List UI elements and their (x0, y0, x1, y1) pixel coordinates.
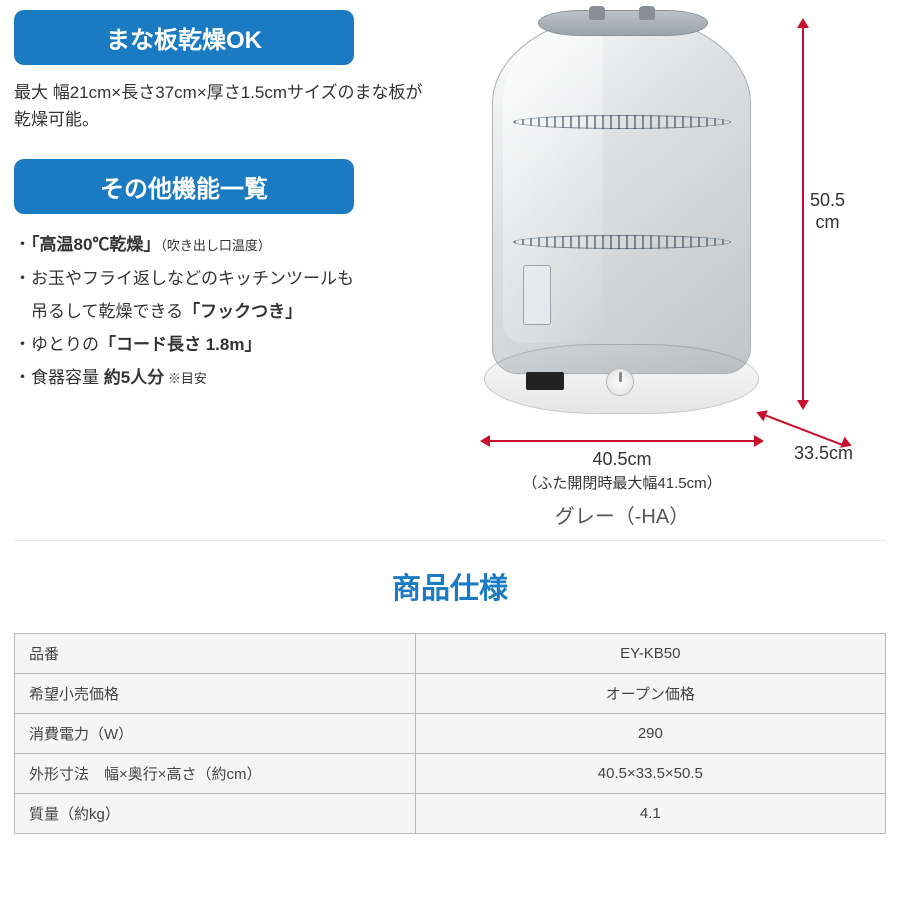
f4-pre: ・食器容量 (14, 368, 104, 387)
f1-bold: 「高温80℃乾燥」 (31, 235, 160, 254)
feature-2-line2: 吊るして乾燥できる「フックつき」 (14, 295, 434, 328)
product-illustration (484, 14, 759, 414)
height-arrow-top-icon (797, 18, 809, 28)
f4-bold: 約5人分 (104, 368, 164, 387)
product-diagram: 50.5 cm 40.5cm （ふた開閉時最大幅41.5cm） 33.5cm グ… (444, 10, 874, 510)
feature-list: ・「高温80℃乾燥」（吹き出し口温度） ・お玉やフライ返しなどのキッチンツールも… (14, 228, 434, 394)
rack-lower (513, 235, 731, 249)
width-line (484, 440, 760, 442)
banner-cutting-board: まな板乾燥OK (14, 10, 354, 65)
table-row: 外形寸法 幅×奥行×高さ（約cm） 40.5×33.5×50.5 (15, 754, 886, 794)
table-row: 希望小売価格 オープン価格 (15, 674, 886, 714)
spec-label: 消費電力（W） (15, 714, 416, 754)
height-value: 50.5 (810, 190, 845, 210)
spec-value: EY-KB50 (415, 634, 885, 674)
product-dome (492, 14, 751, 374)
rack-upper (513, 115, 731, 129)
width-note: （ふた開閉時最大幅41.5cm） (522, 475, 721, 492)
spec-label: 品番 (15, 634, 416, 674)
spec-value: 4.1 (415, 794, 885, 834)
cutting-board-desc: 最大 幅21cm×長さ37cm×厚さ1.5cmサイズのまな板が乾燥可能。 (14, 79, 434, 133)
utensil-cup (523, 265, 551, 325)
lid-knob-right (639, 6, 655, 20)
lid-knob-left (589, 6, 605, 20)
table-row: 消費電力（W） 290 (15, 714, 886, 754)
f3-bold: 「コード長さ 1.8m」 (99, 335, 261, 354)
lid-top (538, 10, 708, 36)
depth-label: 33.5cm (794, 443, 853, 464)
width-label: 40.5cm （ふた開閉時最大幅41.5cm） (484, 448, 760, 495)
banner-other-features: その他機能一覧 (14, 159, 354, 214)
spec-value: 40.5×33.5×50.5 (415, 754, 885, 794)
f2-l2-bold: 「フックつき」 (183, 302, 302, 321)
feature-4: ・食器容量 約5人分 ※目安 (14, 361, 434, 394)
spec-label: 外形寸法 幅×奥行×高さ（約cm） (15, 754, 416, 794)
spec-title: 商品仕様 (0, 565, 900, 607)
color-name: グレー（-HA） (484, 500, 760, 529)
spec-label: 希望小売価格 (15, 674, 416, 714)
table-row: 品番 EY-KB50 (15, 634, 886, 674)
feature-2-line1: ・お玉やフライ返しなどのキッチンツールも (14, 262, 434, 295)
top-section: まな板乾燥OK 最大 幅21cm×長さ37cm×厚さ1.5cmサイズのまな板が乾… (0, 0, 900, 510)
feature-3: ・ゆとりの「コード長さ 1.8m」 (14, 328, 434, 361)
height-arrow-bottom-icon (797, 400, 809, 410)
section-divider (14, 540, 886, 541)
spec-value: 290 (415, 714, 885, 754)
f1-pre: ・ (14, 235, 31, 254)
control-dial (606, 368, 634, 396)
feature-1: ・「高温80℃乾燥」（吹き出し口温度） (14, 228, 434, 261)
width-arrow-left-icon (480, 435, 490, 447)
depth-line (762, 413, 843, 445)
height-line (802, 22, 804, 406)
right-column: 50.5 cm 40.5cm （ふた開閉時最大幅41.5cm） 33.5cm グ… (444, 10, 886, 510)
height-unit: cm (816, 212, 840, 232)
spec-label: 質量（約kg） (15, 794, 416, 834)
f3-pre: ・ゆとりの (14, 335, 99, 354)
f4-small: ※目安 (164, 371, 207, 386)
height-label: 50.5 cm (810, 190, 845, 233)
table-row: 質量（約kg） 4.1 (15, 794, 886, 834)
spec-value: オープン価格 (415, 674, 885, 714)
f1-small: （吹き出し口温度） (160, 238, 271, 253)
left-column: まな板乾燥OK 最大 幅21cm×長さ37cm×厚さ1.5cmサイズのまな板が乾… (14, 10, 444, 510)
display-panel (526, 372, 564, 390)
width-value: 40.5cm (592, 449, 651, 469)
width-arrow-right-icon (754, 435, 764, 447)
spec-table: 品番 EY-KB50 希望小売価格 オープン価格 消費電力（W） 290 外形寸… (14, 633, 886, 834)
f2-l2-pre: 吊るして乾燥できる (14, 302, 183, 321)
